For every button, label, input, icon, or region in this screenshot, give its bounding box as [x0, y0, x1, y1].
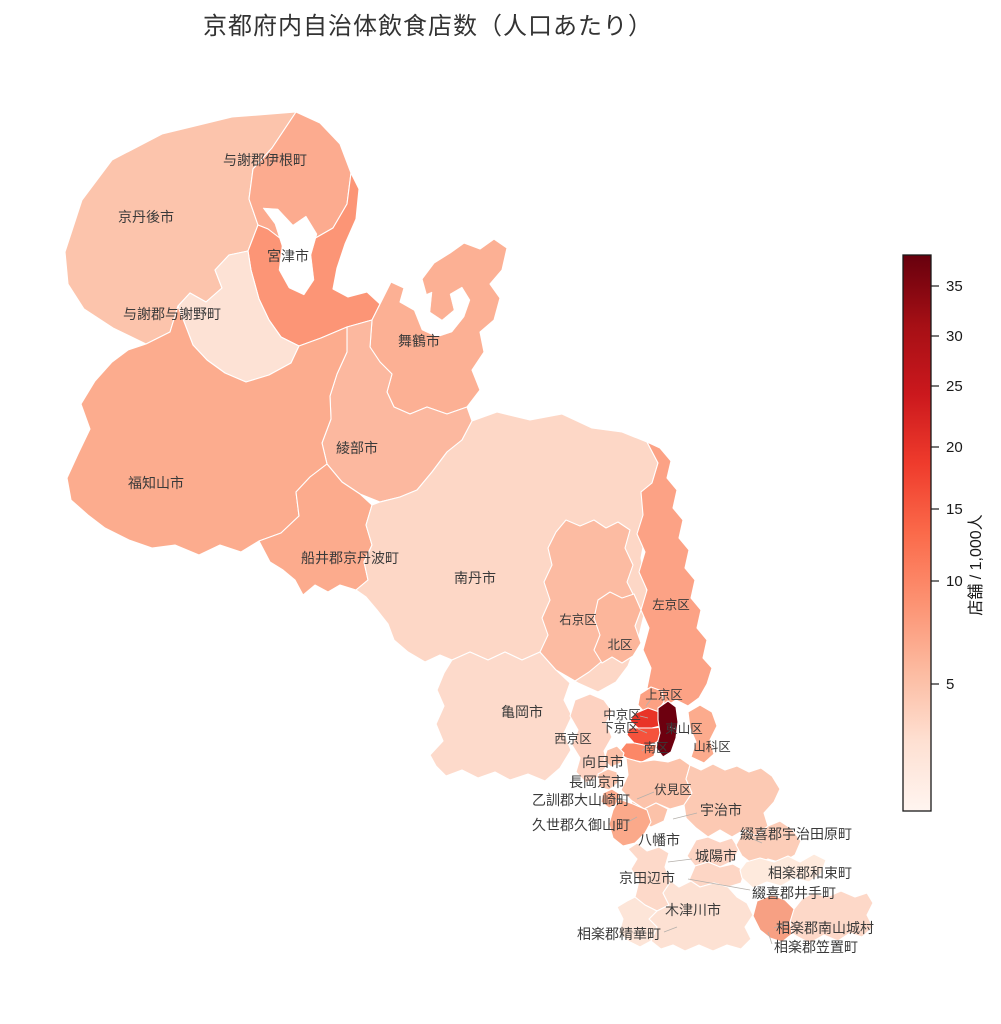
colorbar-gradient	[903, 255, 931, 811]
label-uji: 宇治市	[700, 802, 742, 818]
region-wazuka	[739, 853, 827, 889]
region-yamashina	[687, 704, 718, 764]
label-yosano: 与謝郡与謝野町	[123, 306, 221, 322]
tick-label-10: 10	[946, 573, 963, 590]
miyazu-bay-water	[262, 207, 318, 296]
label-shimogyo: 下京区	[601, 721, 639, 735]
colorbar-ticks: 35 30 25 20 15 10 5	[931, 278, 963, 693]
label-wazuka: 相楽郡和束町	[768, 865, 852, 881]
label-higashiyama: 東山区	[665, 722, 703, 736]
label-nakagyo: 中京区	[603, 707, 641, 722]
label-ujitawara: 綴喜郡宇治田原町	[740, 826, 852, 842]
chart-title: 京都府内自治体飲食店数（人口あたり）	[203, 13, 653, 40]
label-sakyo: 左京区	[652, 597, 690, 612]
label-kyotanba: 船井郡京丹波町	[301, 550, 399, 566]
leader-ide	[687, 878, 751, 891]
label-kumiyama: 久世郡久御山町	[532, 817, 630, 833]
label-joyo: 城陽市	[695, 848, 737, 864]
label-fushimi: 伏見区	[654, 783, 692, 797]
label-seika: 相楽郡精華町	[577, 926, 661, 942]
label-muko: 向日市	[582, 754, 624, 770]
map-labels: 京丹後市 与謝郡伊根町 宮津市 与謝郡与謝野町 舞鶴市 綾部市 福知山市 船井郡…	[118, 152, 874, 955]
label-minami: 南区	[643, 740, 668, 755]
region-kita	[593, 591, 642, 664]
region-kameoka	[429, 651, 573, 782]
label-minamiyamashiro: 相楽郡南山城村	[776, 920, 874, 936]
tick-label-25: 25	[946, 378, 963, 395]
leader-kasagi	[767, 931, 773, 945]
leader-kumiyama	[625, 816, 638, 824]
leader-ujitawara	[745, 835, 763, 844]
leader-higashiyama	[669, 726, 677, 730]
label-nantan: 南丹市	[454, 570, 496, 586]
label-kasagi: 相楽郡笠置町	[774, 939, 858, 955]
tick-label-5: 5	[946, 676, 954, 693]
label-kyotanabe: 京田辺市	[619, 870, 675, 886]
leader-minamiyamashiro	[773, 922, 789, 929]
leader-kamigyo	[645, 698, 652, 707]
tick-label-15: 15	[946, 501, 963, 518]
tick-label-35: 35	[946, 278, 963, 295]
leader-joyo	[667, 858, 693, 863]
colorbar-frame	[902, 254, 932, 812]
region-uji	[683, 763, 781, 838]
region-nagaokakyo	[597, 768, 619, 791]
label-maizuru: 舞鶴市	[398, 333, 440, 349]
label-ayabe: 綾部市	[336, 440, 378, 456]
label-kamigyo: 上京区	[645, 688, 683, 702]
region-fukuchiyama	[66, 305, 348, 556]
label-fukuchiyama: 福知山市	[128, 475, 184, 491]
leader-fushimi	[636, 791, 655, 800]
label-miyazu: 宮津市	[267, 248, 309, 264]
tick-label-20: 20	[946, 439, 963, 456]
region-kasagi	[752, 894, 795, 943]
leader-uji	[672, 812, 698, 820]
label-oyamazaki: 乙訓郡大山崎町	[532, 792, 630, 808]
label-leader-lines	[612, 698, 789, 945]
label-nagaokakyo: 長岡京市	[569, 774, 625, 790]
label-ide: 綴喜郡井手町	[752, 885, 836, 901]
colorbar: 35 30 25 20 15 10 5 店舗 / 1,000人	[902, 254, 985, 812]
colorbar-unit-label: 店舗 / 1,000人	[967, 514, 985, 615]
region-sakyo	[636, 441, 713, 708]
region-muko	[603, 745, 625, 768]
label-kameoka: 亀岡市	[501, 704, 543, 720]
label-ine: 与謝郡伊根町	[223, 152, 307, 168]
leader-minami	[641, 744, 649, 752]
leader-oyamazaki	[612, 798, 628, 801]
label-nishikyo: 西京区	[554, 732, 592, 746]
label-kita: 北区	[607, 638, 632, 652]
region-ide	[688, 861, 746, 888]
label-kizugawa: 木津川市	[665, 902, 721, 918]
leader-seika	[663, 926, 678, 933]
region-kizugawa	[648, 880, 754, 952]
leader-shimogyo	[637, 728, 648, 734]
label-yamashina: 山科区	[693, 740, 731, 754]
region-higashiyama	[655, 700, 679, 758]
label-ukyo: 右京区	[559, 612, 597, 627]
maizuru-bay-water	[413, 286, 471, 338]
region-seika	[616, 896, 658, 948]
region-yawata	[608, 798, 652, 847]
map-regions	[64, 111, 874, 952]
label-yawata: 八幡市	[638, 832, 680, 848]
label-kyotango: 京丹後市	[118, 209, 174, 225]
region-ujitawara	[735, 820, 802, 866]
region-joyo	[686, 836, 740, 868]
tick-label-30: 30	[946, 328, 963, 345]
leader-nakagyo	[639, 715, 649, 719]
